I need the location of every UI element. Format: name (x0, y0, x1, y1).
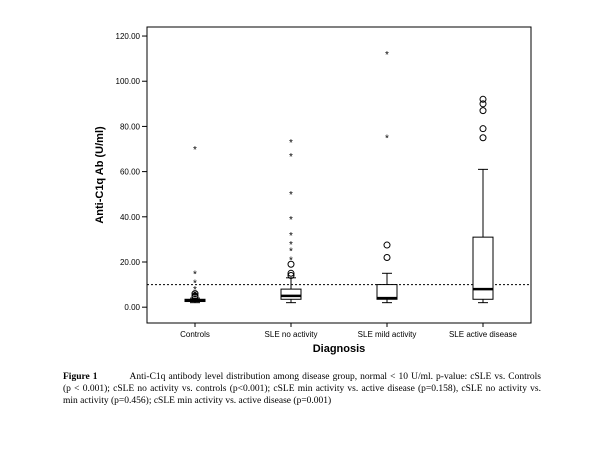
box (472, 236, 494, 300)
y-tick-label: 20.00 (120, 258, 141, 267)
outlier-point (287, 272, 295, 280)
y-tick-label: 60.00 (120, 168, 141, 177)
y-axis: 0.00 20.00 40.00 60.00 80.00 100.00 120.00 (116, 32, 147, 312)
y-tick-label: 100.00 (116, 77, 141, 86)
figure-caption: Figure 1 Anti-C1q antibody level distribu… (63, 371, 541, 407)
outlier-point (383, 253, 391, 261)
extreme-point: * (289, 215, 293, 226)
box-group: ****** (184, 145, 206, 304)
outlier-point (479, 134, 487, 142)
extreme-point: * (289, 231, 293, 242)
outlier-point (479, 125, 487, 133)
x-tick-label: SLE no activity (265, 330, 318, 339)
extreme-point: * (289, 240, 293, 251)
y-tick-label: 80.00 (120, 122, 141, 131)
outlier-point (479, 107, 487, 115)
y-tick-label: 0.00 (124, 303, 140, 312)
extreme-point: * (289, 190, 293, 201)
extreme-point: * (193, 145, 197, 156)
figure-caption-text: Anti-C1q antibody level distribution amo… (63, 372, 541, 406)
boxplot-chart: 0.00 20.00 40.00 60.00 80.00 100.00 120.00 Con… (94, 26, 532, 355)
box-group (472, 95, 494, 304)
extreme-point: * (193, 269, 197, 280)
outlier-point (287, 269, 295, 277)
extreme-point: * (193, 278, 197, 289)
x-tick-label: Controls (180, 330, 210, 339)
outlier-point (479, 100, 487, 108)
extreme-point: * (289, 152, 293, 163)
extreme-point: * (289, 247, 293, 258)
outlier-point (287, 260, 295, 268)
outlier-point (191, 290, 199, 298)
outlier-point (191, 292, 199, 300)
boxes-layer: **************** (184, 50, 494, 304)
box (280, 288, 302, 300)
outlier-point (383, 241, 391, 249)
extreme-point: * (385, 134, 389, 145)
outlier-point (479, 95, 487, 103)
extreme-point: * (289, 138, 293, 149)
x-tick-label: SLE active disease (449, 330, 518, 339)
y-axis-label: Anti-C1q Ab (U/ml) (94, 126, 106, 224)
extreme-point: * (385, 50, 389, 61)
plot-frame (146, 26, 532, 324)
figure-label: Figure 1 (63, 372, 98, 382)
extreme-point: * (193, 292, 197, 303)
extreme-point: * (193, 285, 197, 296)
x-tick-label: SLE mild activity (358, 330, 417, 339)
x-axis-label: Diagnosis (313, 343, 366, 355)
extreme-point: * (193, 290, 197, 301)
y-tick-label: 120.00 (116, 32, 141, 41)
box-group: ******** (280, 138, 302, 304)
y-tick-label: 40.00 (120, 213, 141, 222)
box-group: ** (376, 50, 398, 304)
extreme-point: * (289, 256, 293, 267)
x-axis: Controls SLE no activity SLE mild activity… (180, 323, 518, 339)
